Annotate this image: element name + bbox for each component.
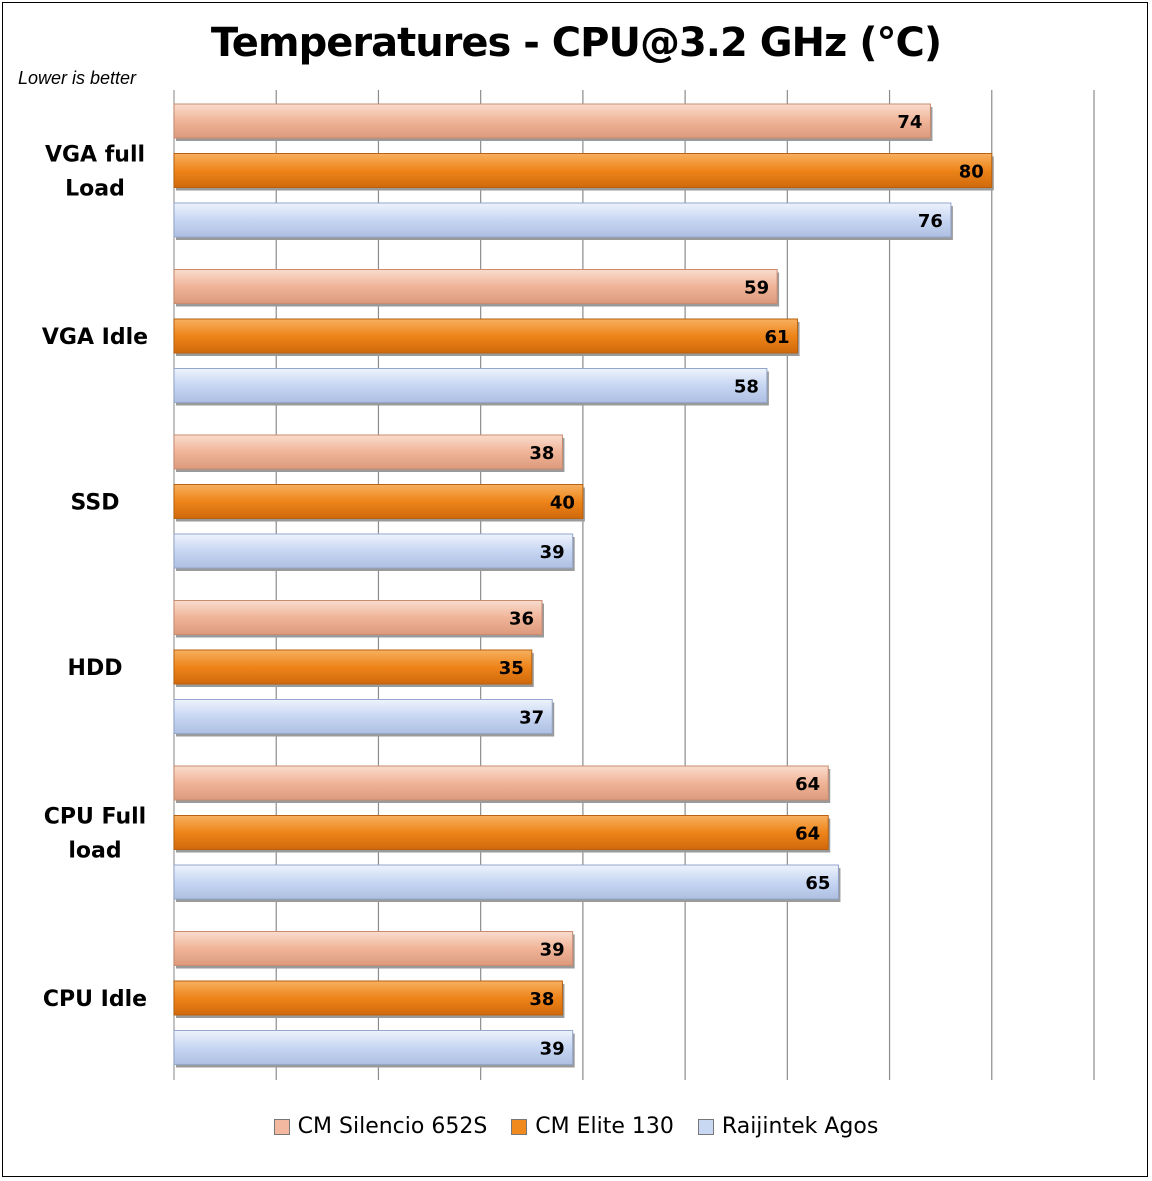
data-label: 39	[540, 940, 565, 961]
bar	[173, 864, 839, 900]
data-label: 38	[529, 989, 554, 1010]
bar	[173, 202, 952, 238]
data-label: 58	[734, 377, 759, 398]
legend-swatch	[511, 1118, 528, 1135]
chart-subtitle: Lower is better	[18, 68, 137, 88]
bar	[173, 269, 778, 304]
legend-label: CM Elite 130	[535, 1114, 674, 1139]
bar	[173, 103, 931, 139]
bar	[173, 931, 574, 966]
data-label: 38	[529, 443, 554, 464]
bar	[173, 533, 574, 569]
legend-swatch	[697, 1118, 714, 1135]
chart-legend: CM Silencio 652S CM Elite 130 Raijintek Ag…	[0, 1114, 1152, 1141]
legend-item: Raijintek Agos	[697, 1114, 879, 1139]
bar	[173, 600, 543, 635]
bar	[173, 699, 553, 734]
chart-title: Temperatures - CPU@3.2 GHz (°C)	[210, 20, 942, 66]
category-label: CPU Full load	[44, 805, 146, 864]
data-label: 64	[795, 774, 820, 795]
bar	[173, 368, 768, 403]
category-label: HDD	[68, 656, 123, 681]
data-label: 80	[959, 162, 984, 183]
data-label: 39	[540, 542, 565, 563]
data-label: 37	[519, 708, 544, 729]
bar	[173, 318, 799, 354]
bar	[173, 765, 829, 801]
data-label: 61	[764, 327, 789, 348]
bar	[173, 649, 533, 685]
data-label: 35	[499, 658, 524, 679]
legend-label: CM Silencio 652S	[297, 1114, 488, 1139]
bar	[173, 815, 829, 850]
legend-label: Raijintek Agos	[721, 1114, 879, 1139]
category-label: VGA full Load	[45, 143, 145, 202]
data-label: 76	[918, 211, 943, 232]
data-label: 36	[509, 609, 534, 630]
data-label: 40	[550, 493, 575, 514]
legend-swatch	[273, 1118, 290, 1135]
data-label: 65	[805, 873, 830, 894]
data-label: 39	[540, 1039, 565, 1060]
category-label: VGA Idle	[42, 325, 148, 350]
bar	[173, 484, 584, 519]
data-label: 74	[897, 112, 922, 133]
bar	[173, 980, 563, 1016]
category-label: SSD	[71, 491, 120, 516]
bar	[173, 153, 993, 188]
bar	[173, 434, 563, 470]
legend-item: CM Silencio 652S	[273, 1114, 488, 1139]
legend-item: CM Elite 130	[511, 1114, 674, 1139]
data-label: 59	[744, 278, 769, 299]
category-label: CPU Idle	[43, 987, 147, 1012]
data-label: 64	[795, 824, 820, 845]
bar	[173, 1030, 574, 1065]
